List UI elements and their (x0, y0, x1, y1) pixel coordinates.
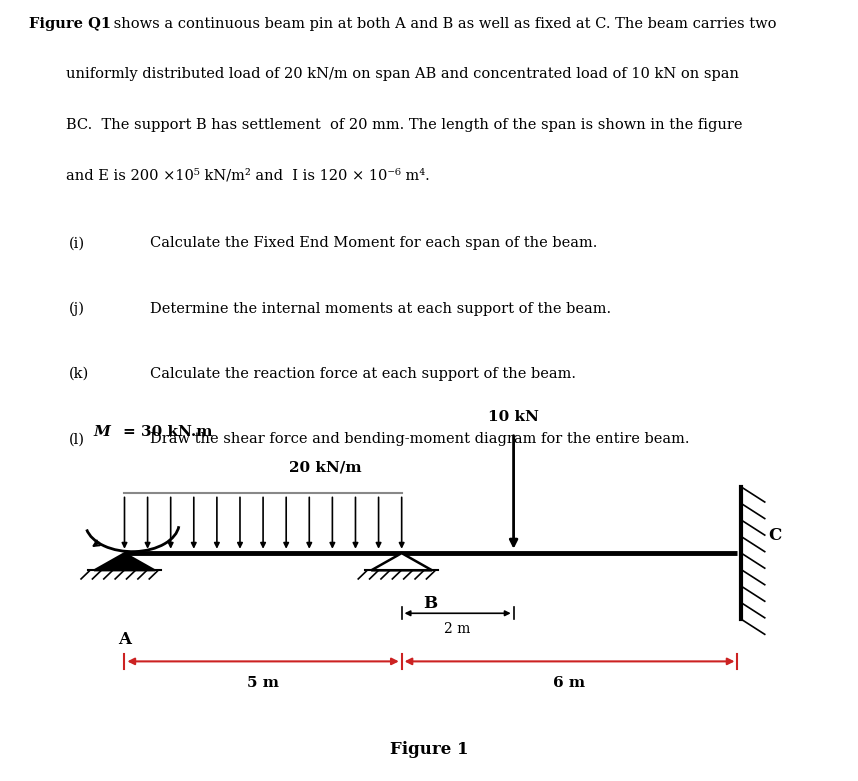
Text: (j): (j) (69, 301, 85, 316)
Text: Determine the internal moments at each support of the beam.: Determine the internal moments at each s… (150, 301, 611, 316)
Text: (l): (l) (69, 433, 85, 446)
Text: shows a continuous beam pin at both A and B as well as fixed at C. The beam carr: shows a continuous beam pin at both A an… (109, 17, 776, 31)
Text: Figure Q1: Figure Q1 (29, 17, 112, 31)
Text: 6 m: 6 m (553, 676, 586, 690)
Text: 5 m: 5 m (247, 676, 279, 690)
Text: Calculate the reaction force at each support of the beam.: Calculate the reaction force at each sup… (150, 367, 577, 381)
Text: (k): (k) (69, 367, 89, 381)
Text: A: A (118, 631, 131, 648)
Text: Figure 1: Figure 1 (390, 741, 468, 758)
Text: Calculate the Fixed End Moment for each span of the beam.: Calculate the Fixed End Moment for each … (150, 236, 597, 250)
Text: M: M (94, 425, 110, 439)
Text: B: B (424, 595, 438, 612)
Text: = 30 kN.m: = 30 kN.m (123, 425, 213, 439)
Text: Draw the shear force and bending-moment diagram for the entire beam.: Draw the shear force and bending-moment … (150, 433, 690, 446)
Text: (i): (i) (69, 236, 85, 250)
Text: uniformly distributed load of 20 kN/m on span AB and concentrated load of 10 kN : uniformly distributed load of 20 kN/m on… (29, 67, 740, 81)
Text: 2 m: 2 m (444, 622, 471, 637)
Text: BC.  The support B has settlement  of 20 mm. The length of the span is shown in : BC. The support B has settlement of 20 m… (29, 118, 743, 132)
Polygon shape (94, 553, 155, 570)
Text: and E is 200 ×10⁵ kN/m² and  I is 120 × 10⁻⁶ m⁴.: and E is 200 ×10⁵ kN/m² and I is 120 × 1… (29, 169, 430, 183)
Text: 10 kN: 10 kN (488, 410, 539, 424)
Text: 20 kN/m: 20 kN/m (289, 461, 362, 475)
Polygon shape (372, 553, 432, 570)
Text: C: C (769, 526, 782, 544)
